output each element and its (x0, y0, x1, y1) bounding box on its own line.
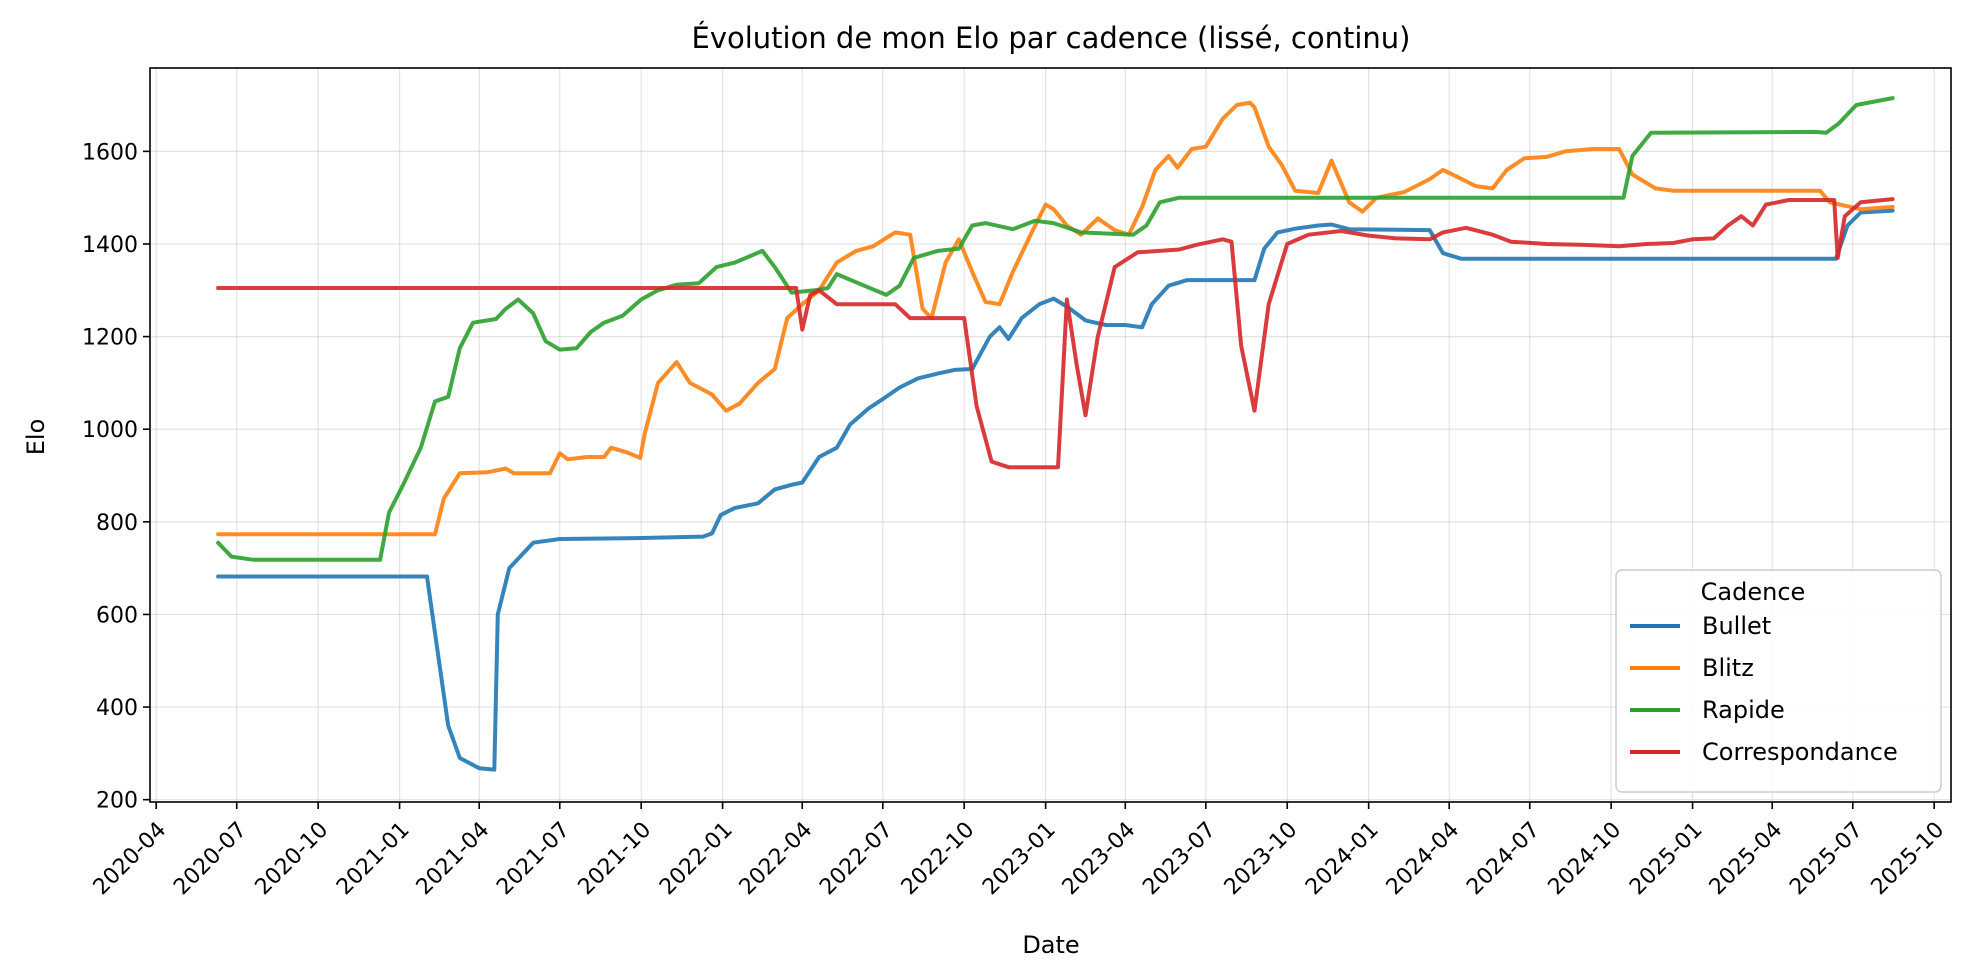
legend-label-blitz: Blitz (1702, 654, 1754, 682)
x-tick-label: 2025-10 (1867, 817, 1950, 900)
y-tick-label: 1000 (82, 418, 138, 443)
x-tick-label: 2023-07 (1138, 817, 1221, 900)
series-line-correspondance (216, 197, 1895, 470)
x-tick-label: 2025-07 (1785, 817, 1868, 900)
legend-label-correspondance: Correspondance (1702, 738, 1898, 766)
x-tick-label: 2023-10 (1220, 817, 1303, 900)
x-tick-label: 2023-04 (1058, 817, 1141, 900)
legend-label-rapide: Rapide (1702, 696, 1785, 724)
x-tick-label: 2020-04 (89, 817, 172, 900)
y-tick-label: 400 (96, 696, 138, 721)
x-tick-label: 2021-04 (412, 817, 495, 900)
x-tick-label: 2022-07 (815, 817, 898, 900)
series-line-blitz (216, 100, 1895, 537)
x-tick-label: 2020-10 (251, 817, 334, 900)
x-tick-label: 2025-04 (1705, 817, 1788, 900)
series-line-rapide (216, 96, 1895, 562)
x-tick-label: 2021-07 (492, 817, 575, 900)
legend-items: Bullet Blitz Rapide Correspondance (1630, 612, 1898, 766)
legend-box (1615, 569, 1942, 793)
x-axis: 2020-042020-072020-102021-012021-042021-… (89, 802, 1950, 900)
legend: Cadence Bullet Blitz Rapide Correspondance (1615, 569, 1942, 793)
x-tick-label: 2023-01 (978, 817, 1061, 900)
plot-frame (149, 67, 1952, 803)
x-axis-title: Date (1022, 931, 1079, 959)
x-tick-label: 2025-01 (1625, 817, 1708, 900)
series-layer (216, 96, 1895, 772)
y-axis: 200 400 600 800 1000 1200 1400 1600 (82, 140, 150, 814)
y-tick-label: 1400 (82, 233, 138, 258)
y-tick-label: 1600 (82, 140, 138, 165)
x-tick-label: 2024-04 (1382, 817, 1465, 900)
x-tick-label: 2022-01 (655, 817, 738, 900)
x-tick-label: 2022-04 (735, 817, 818, 900)
y-axis-title: Elo (22, 419, 50, 456)
y-tick-label: 600 (96, 603, 138, 628)
x-tick-label: 2024-01 (1301, 817, 1384, 900)
y-tick-label: 800 (96, 511, 138, 536)
y-tick-label: 1200 (82, 326, 138, 351)
x-tick-label: 2021-10 (574, 817, 657, 900)
legend-title: Cadence (1701, 578, 1806, 606)
y-tick-label: 200 (96, 789, 138, 814)
legend-label-bullet: Bullet (1702, 612, 1771, 640)
x-tick-label: 2024-10 (1544, 817, 1627, 900)
x-tick-label: 2020-07 (169, 817, 252, 900)
x-tick-label: 2024-07 (1462, 817, 1545, 900)
series-line-bullet (216, 208, 1895, 772)
x-tick-label: 2022-10 (897, 817, 980, 900)
x-tick-label: 2021-01 (332, 817, 415, 900)
chart-title: Évolution de mon Elo par cadence (lissé,… (692, 21, 1411, 55)
